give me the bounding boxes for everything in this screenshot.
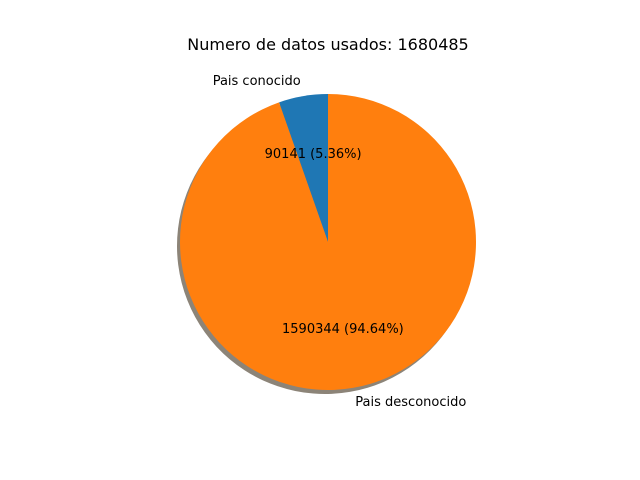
pie-labels: Pais conocido 90141 (5.36%) Pais desconoci… bbox=[213, 74, 467, 410]
pct-label-0: 90141 (5.36%) bbox=[265, 147, 362, 162]
chart-title: Numero de datos usados: 1680485 bbox=[187, 35, 468, 54]
slice-label-0: Pais conocido bbox=[213, 74, 301, 89]
pct-label-1: 1590344 (94.64%) bbox=[282, 322, 404, 337]
pie-slice-1 bbox=[179, 94, 476, 390]
pie-slice-0 bbox=[279, 94, 328, 242]
pie-slices bbox=[179, 94, 476, 390]
slice-label-1: Pais desconocido bbox=[355, 395, 466, 410]
